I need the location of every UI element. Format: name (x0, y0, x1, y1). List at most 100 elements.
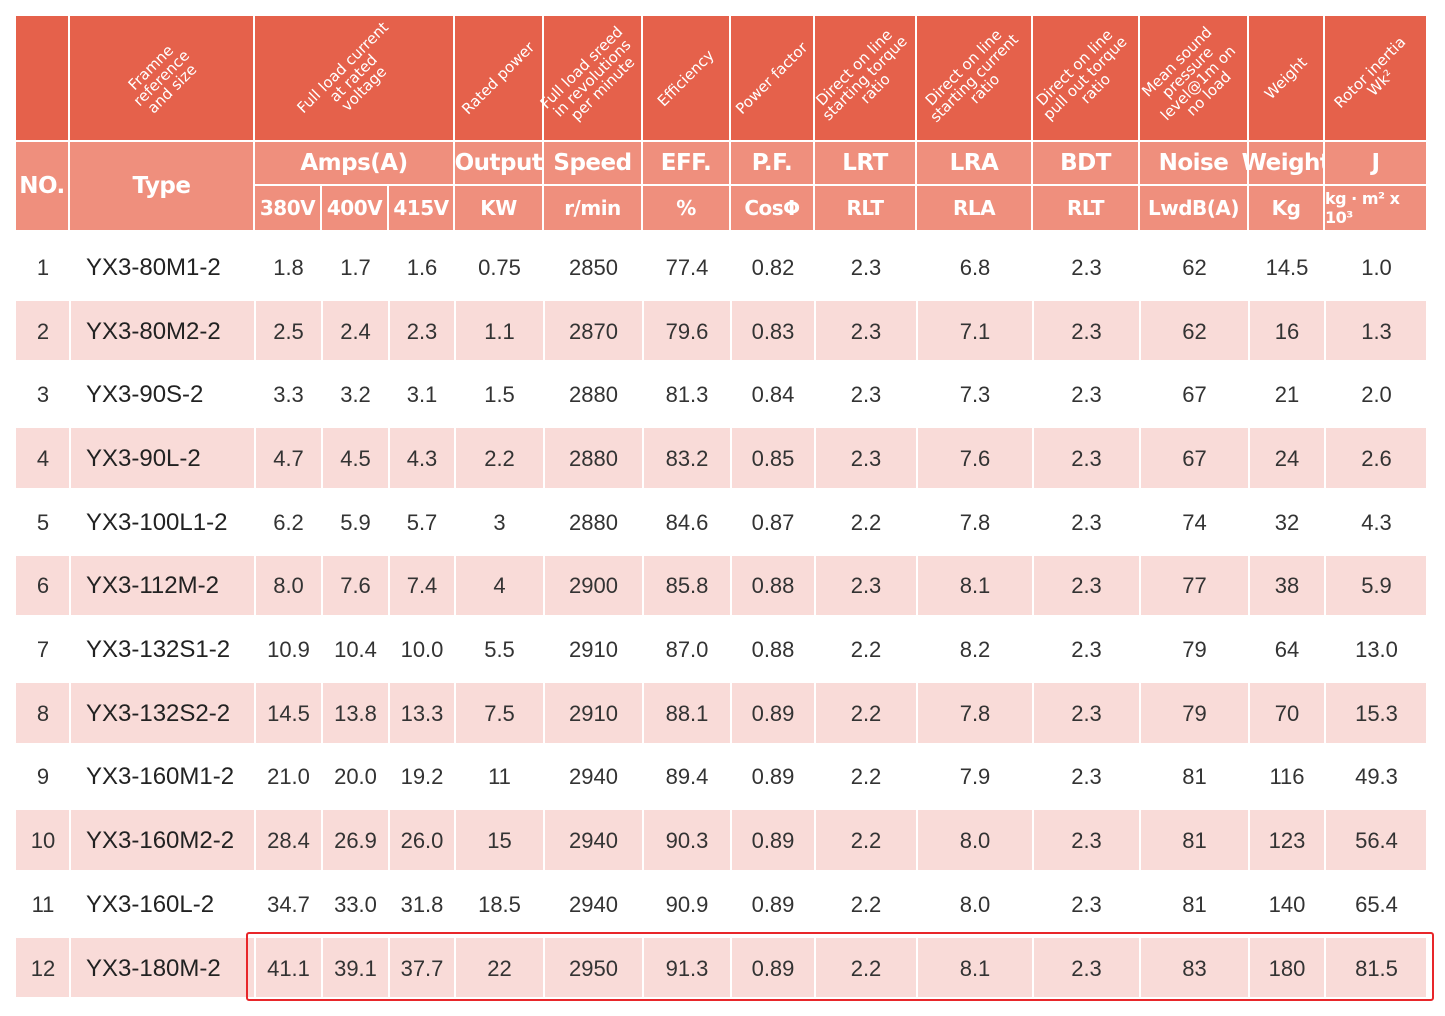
column-separator (388, 300, 390, 363)
data-cell: 0.89 (751, 700, 795, 726)
column-separator (730, 428, 732, 490)
data-cell: 2.3 (850, 445, 882, 471)
data-cell: 2.2 (850, 891, 882, 917)
data-cell: 1.8 (273, 254, 304, 280)
data-cell: 85.8 (665, 573, 709, 599)
data-cell: 2.6 (1361, 445, 1392, 471)
column-separator (454, 682, 456, 745)
header-line: Rated power (458, 37, 539, 118)
type-cell: YX3-80M1-2 (86, 253, 221, 281)
column-separator (543, 810, 545, 872)
header-name: LRT (815, 142, 917, 186)
rotated-header-label: Full load current at rated voltage (294, 18, 413, 137)
data-cell: 7.3 (959, 382, 991, 408)
column-separator (730, 555, 732, 618)
column-separator (814, 937, 816, 1000)
data-cell: 7.4 (406, 573, 438, 599)
data-cell: 0.89 (751, 764, 795, 790)
column-separator (454, 810, 456, 872)
header-unit: LwdB(A) (1140, 186, 1249, 232)
column-separator (730, 682, 732, 745)
column-separator (916, 300, 918, 363)
data-cell: 15 (487, 828, 512, 854)
data-cell: 49.3 (1355, 764, 1398, 790)
data-cell: 2.4 (340, 318, 371, 344)
type-cell: YX3-90L-2 (86, 444, 201, 472)
data-cell: 2900 (569, 573, 618, 599)
type-cell: YX3-90S-2 (86, 381, 204, 409)
data-cell: 7.9 (959, 764, 991, 790)
column-separator (254, 300, 256, 363)
data-cell: 1.6 (406, 254, 438, 280)
column-separator (254, 555, 256, 618)
column-separator (1324, 937, 1326, 1000)
column-separator (254, 428, 256, 490)
data-cell: 2.3 (1071, 318, 1102, 344)
column-separator (1032, 555, 1034, 618)
column-separator (642, 428, 644, 490)
column-separator (454, 428, 456, 490)
data-cell: 2940 (569, 891, 618, 917)
data-cell: 3 (493, 509, 506, 535)
column-separator (1248, 682, 1250, 745)
column-separator (1032, 428, 1034, 490)
column-separator (454, 300, 456, 363)
header-cell: Efficiency (643, 16, 731, 142)
rotated-header-label: Mean sound pressure level@1m on no load (1138, 22, 1250, 134)
data-cell: 2.2 (850, 828, 882, 854)
data-cell: 2850 (569, 254, 618, 280)
data-cell: 14.5 (267, 700, 310, 726)
data-cell: 4 (493, 573, 506, 599)
data-cell: 2.2 (484, 445, 515, 471)
row-number: 12 (30, 955, 56, 981)
column-separator (1139, 300, 1141, 363)
column-separator (814, 555, 816, 618)
data-cell: 81 (1182, 764, 1207, 790)
header-unit: 380V (255, 186, 322, 232)
data-cell: 81.5 (1355, 955, 1398, 981)
data-cell: 81 (1182, 891, 1207, 917)
data-cell: 13.3 (400, 700, 444, 726)
row-background (16, 300, 1428, 363)
column-separator (543, 937, 545, 1000)
data-cell: 1.7 (340, 254, 371, 280)
data-cell: 74 (1182, 509, 1207, 535)
data-cell: 81.3 (665, 382, 709, 408)
header-unit: RLA (917, 186, 1033, 232)
rotated-header-label: Efficiency (654, 46, 718, 110)
header-cell: Mean sound pressure level@1m on no load (1138, 16, 1250, 142)
column-separator (1032, 810, 1034, 872)
data-cell: 77.4 (665, 254, 709, 280)
column-separator (642, 810, 644, 872)
column-separator (730, 810, 732, 872)
header-name: P.F. (731, 142, 815, 186)
column-separator (1324, 555, 1326, 618)
data-cell: 1.1 (484, 318, 515, 344)
header-cell: Direct on line starting torque ratio (812, 16, 917, 142)
column-separator (1324, 300, 1326, 363)
data-cell: 79 (1182, 700, 1207, 726)
data-cell: 19.2 (400, 764, 444, 790)
data-cell: 8.0 (959, 891, 991, 917)
data-cell: 91.3 (665, 955, 709, 981)
data-cell: 67 (1182, 445, 1207, 471)
header-name: Output (455, 142, 544, 186)
data-cell: 7.1 (959, 318, 991, 344)
column-separator (1248, 555, 1250, 618)
data-cell: 2.0 (1361, 382, 1392, 408)
data-cell: 79 (1182, 637, 1207, 663)
data-cell: 14.5 (1265, 254, 1309, 280)
data-cell: 2940 (569, 764, 618, 790)
data-cell: 2940 (569, 828, 618, 854)
data-cell: 2.3 (1071, 254, 1102, 280)
header-unit: kg · m² x 10³ (1325, 186, 1428, 232)
column-separator (916, 682, 918, 745)
data-cell: 0.85 (751, 445, 795, 471)
data-cell: 2.3 (1071, 764, 1102, 790)
header-cell: Power factor (731, 16, 815, 142)
column-separator (69, 428, 71, 490)
data-cell: 32 (1274, 509, 1300, 535)
type-cell: YX3-132S1-2 (86, 636, 231, 664)
header-cell: Framne reference and size (70, 16, 255, 142)
column-separator (321, 555, 323, 618)
